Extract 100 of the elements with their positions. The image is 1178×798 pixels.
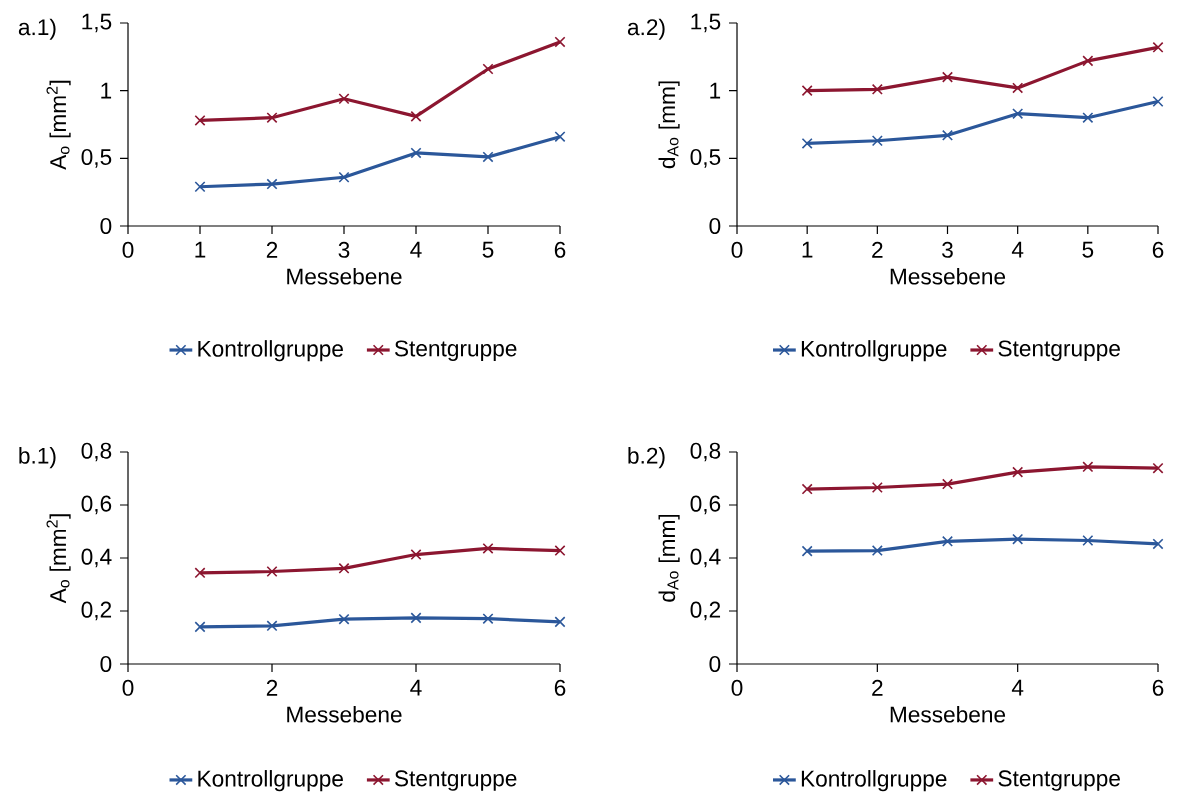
x-tick-label: 2 <box>266 679 278 696</box>
point <box>1012 82 1024 94</box>
point <box>266 620 278 632</box>
x-tick-label: 3 <box>338 241 350 258</box>
point <box>410 612 422 624</box>
point <box>266 565 278 578</box>
x-tick-label: 6 <box>554 241 566 258</box>
y-tick-label: 1 <box>101 82 112 99</box>
y-tick-label: 0,5 <box>690 148 721 168</box>
point <box>1012 108 1024 120</box>
point <box>482 613 494 625</box>
point <box>941 71 954 83</box>
y-tick-label: 1,5 <box>82 13 112 33</box>
point <box>554 616 566 628</box>
y-tick-label: 0,2 <box>81 601 112 621</box>
y-axis-title: A$_{o}$ [mm$^{2}$] <box>46 80 71 170</box>
y-axis-title: d$_{Ao}$ [mm] <box>658 81 680 169</box>
y-tick-label: 0 <box>709 217 721 235</box>
point <box>410 549 422 561</box>
x-tick-label: 6 <box>1152 679 1164 696</box>
point <box>871 545 883 557</box>
legend-label: Kontrollgruppe <box>198 770 343 792</box>
y-tick-label: 0,6 <box>81 495 112 515</box>
point <box>801 137 813 149</box>
legend-label: Kontrollgruppe <box>198 340 343 362</box>
x-axis-title: Messebene <box>287 267 402 285</box>
x-tick-label: 0 <box>122 679 134 696</box>
y-tick-label: 0,5 <box>81 148 112 168</box>
point <box>1152 462 1164 474</box>
text: a.1) <box>18 18 56 40</box>
point <box>338 93 350 105</box>
text: b.1) <box>19 447 56 469</box>
legend-label: Kontrollgruppe <box>801 340 947 362</box>
point <box>194 114 206 126</box>
point <box>338 613 350 625</box>
legend-label: Stentgruppe <box>394 770 517 791</box>
y-tick-label: 0 <box>709 655 721 673</box>
point <box>266 178 278 190</box>
point <box>1012 533 1024 545</box>
legend-label: Kontrollgruppe <box>801 770 947 792</box>
point <box>410 147 422 159</box>
y-tick-label: 1 <box>710 82 721 99</box>
x-tick-label: 1 <box>802 241 813 258</box>
y-tick-label: 0,8 <box>690 442 721 462</box>
point <box>1082 534 1094 547</box>
point <box>1152 95 1164 107</box>
x-tick-label: 0 <box>731 679 743 696</box>
x-tick-label: 2 <box>872 679 883 696</box>
x-tick-label: 0 <box>122 241 134 258</box>
x-tick-label: 0 <box>731 241 743 258</box>
point <box>801 483 813 495</box>
point <box>1012 466 1024 478</box>
point <box>554 545 566 557</box>
point <box>554 36 566 48</box>
point <box>941 478 954 490</box>
point <box>941 129 954 141</box>
point <box>801 85 813 97</box>
y-tick-label: 1,5 <box>691 13 721 33</box>
x-tick-label: 1 <box>195 241 206 258</box>
y-tick-label: 0,8 <box>81 442 112 462</box>
y-axis-title: d$_{Ao}$ [mm] <box>658 514 680 602</box>
point <box>482 63 494 75</box>
text: a.2) <box>627 18 665 40</box>
y-tick-label: 0,4 <box>81 548 112 568</box>
point <box>338 171 350 183</box>
point <box>482 542 494 554</box>
point <box>194 181 206 193</box>
x-axis-title: Messebene <box>890 267 1006 285</box>
x-axis-title: Messebene <box>287 705 402 723</box>
point <box>194 621 206 633</box>
point <box>410 110 422 122</box>
y-tick-label: 0 <box>100 655 112 673</box>
text: b.2) <box>628 447 665 469</box>
y-axis-title: A$_{o}$ [mm$^{2}$] <box>46 514 71 604</box>
point <box>871 135 883 147</box>
x-tick-label: 4 <box>1011 679 1024 696</box>
x-tick-label: 6 <box>1152 241 1164 258</box>
point <box>801 545 813 557</box>
y-tick-label: 0 <box>100 217 112 235</box>
point <box>194 567 206 579</box>
point <box>1082 55 1094 67</box>
point <box>871 481 883 494</box>
y-tick-label: 0,2 <box>690 601 721 621</box>
x-tick-label: 5 <box>1082 241 1094 258</box>
point <box>1082 112 1094 124</box>
point <box>1082 461 1094 473</box>
point <box>554 131 566 143</box>
x-tick-label: 4 <box>1011 241 1024 258</box>
x-tick-label: 2 <box>266 241 278 258</box>
y-tick-label: 0,6 <box>690 495 721 515</box>
point <box>941 535 954 547</box>
legend-label: Stentgruppe <box>998 770 1120 791</box>
x-tick-label: 3 <box>942 241 953 258</box>
point <box>482 151 494 163</box>
x-tick-label: 5 <box>482 241 494 258</box>
legend-label: Stentgruppe <box>394 340 517 361</box>
x-tick-label: 4 <box>410 679 422 696</box>
point <box>1152 41 1164 53</box>
point <box>871 83 883 95</box>
x-tick-label: 6 <box>554 679 566 696</box>
